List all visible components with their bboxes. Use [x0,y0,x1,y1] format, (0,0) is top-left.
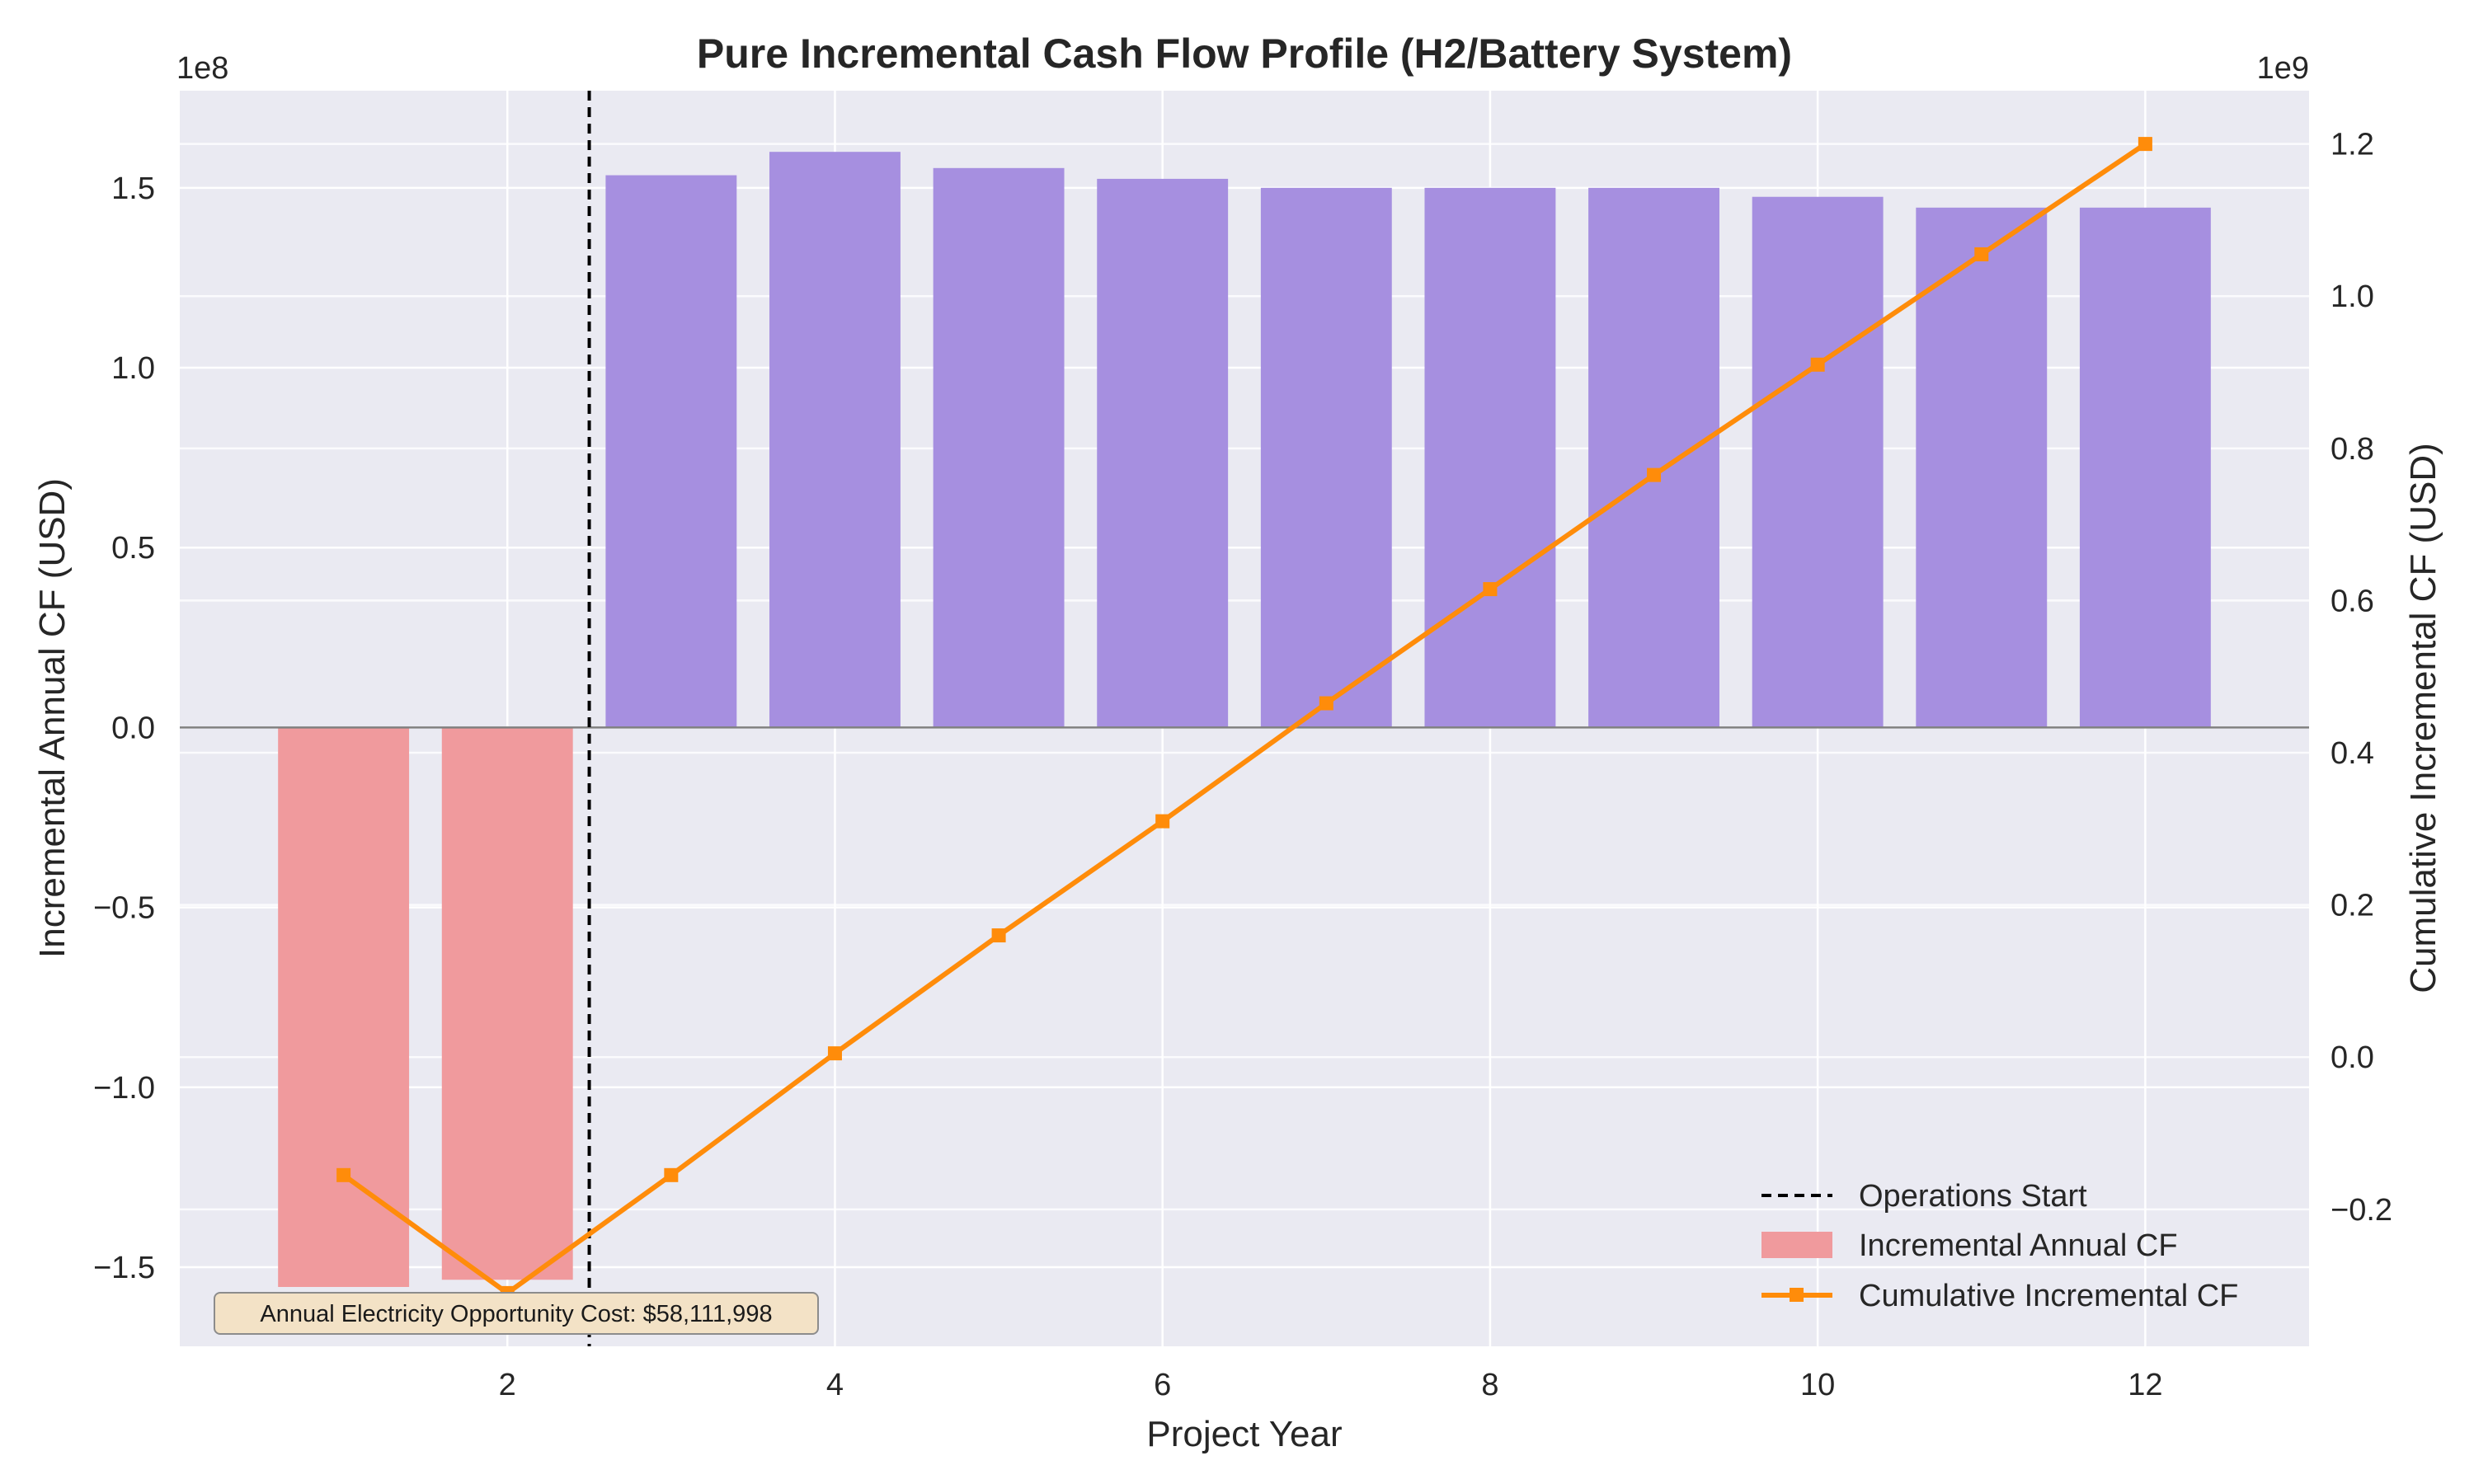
cumulative-point-year-5 [991,928,1006,943]
bar-year-9 [1588,187,1719,728]
cumulative-point-year-7 [1319,696,1333,711]
x-tick-label: 10 [1800,1368,1835,1402]
y2-tick-label: 0.4 [2331,736,2374,771]
y2-tick-label: −0.2 [2331,1193,2392,1228]
y2-tick-label: 1.0 [2331,279,2374,314]
x-axis-ticks: 2 4 6 8 10 12 [499,1368,2163,1402]
annual-cf-bars [278,152,2211,1287]
x-axis-label: Project Year [1146,1414,1342,1454]
x-tick-label: 8 [1481,1368,1498,1402]
legend-label-cumulative-cf: Cumulative Incremental CF [1859,1279,2238,1313]
bar-year-10 [1752,196,1884,728]
legend-label-operations-start: Operations Start [1859,1179,2087,1214]
bar-year-5 [933,167,1065,728]
cumulative-point-year-4 [827,1046,842,1061]
y2-tick-label: 0.0 [2331,1040,2374,1075]
y-tick-label: −1.0 [93,1071,155,1106]
y-tick-label: −1.5 [93,1251,155,1285]
cumulative-point-year-3 [664,1167,679,1182]
cumulative-point-year-12 [2138,137,2152,152]
bar-year-2 [441,727,573,1280]
cumulative-point-year-9 [1647,467,1662,482]
annotation-background [214,1292,819,1335]
y2-tick-label: 0.2 [2331,889,2374,923]
y2-axis-label: Cumulative Incremental CF (USD) [2403,443,2443,993]
y2-tick-label: 0.6 [2331,584,2374,618]
cumulative-cf-line [336,137,2152,1300]
y2-axis-multiplier: 1e9 [2257,51,2309,86]
y-axis-multiplier: 1e8 [176,51,228,86]
x-tick-label: 12 [2128,1368,2162,1402]
y-tick-label: 0.0 [111,711,155,745]
y2-tick-label: 0.8 [2331,432,2374,467]
legend-label-annual-cf: Incremental Annual CF [1859,1228,2178,1263]
bar-year-3 [605,175,737,728]
x-tick-label: 2 [499,1368,516,1402]
bar-year-7 [1260,187,1392,728]
chart-title: Pure Incremental Cash Flow Profile (H2/B… [697,31,1792,77]
bar-year-4 [769,152,901,728]
x-tick-label: 6 [1154,1368,1171,1402]
y-tick-label: 1.0 [111,351,155,386]
y2-axis-ticks: −0.2 0.0 0.2 0.4 0.6 0.8 1.0 1.2 [2331,128,2392,1228]
y-tick-label: 1.5 [111,171,155,206]
y2-tick-label: 1.2 [2331,128,2374,162]
cumulative-point-year-6 [1155,814,1170,829]
legend-swatch-annual-cf [1761,1232,1832,1258]
annotation-text: Annual Electricity Opportunity Cost: $58… [260,1301,772,1327]
bar-year-12 [2079,207,2211,728]
legend-marker-cumulative-cf [1790,1288,1804,1302]
y-tick-label: 0.5 [111,531,155,566]
annotation-box: Annual Electricity Opportunity Cost: $58… [214,1292,819,1335]
y-tick-label: −0.5 [93,891,155,926]
x-tick-label: 4 [826,1368,844,1402]
bar-year-1 [278,727,410,1287]
bar-year-11 [1916,207,2048,728]
legend: Operations Start Incremental Annual CF C… [1761,1179,2238,1313]
cumulative-point-year-10 [1810,357,1825,372]
cumulative-point-year-8 [1483,582,1498,597]
bar-year-6 [1097,178,1229,728]
cumulative-cf-polyline [341,142,2147,1296]
y-axis-label: Incremental Annual CF (USD) [32,478,73,958]
y-axis-ticks: −1.5 −1.0 −0.5 0.0 0.5 1.0 1.5 [93,171,155,1285]
cumulative-point-year-1 [336,1167,351,1182]
bar-year-8 [1424,187,1556,728]
cumulative-point-year-11 [1974,247,1989,261]
